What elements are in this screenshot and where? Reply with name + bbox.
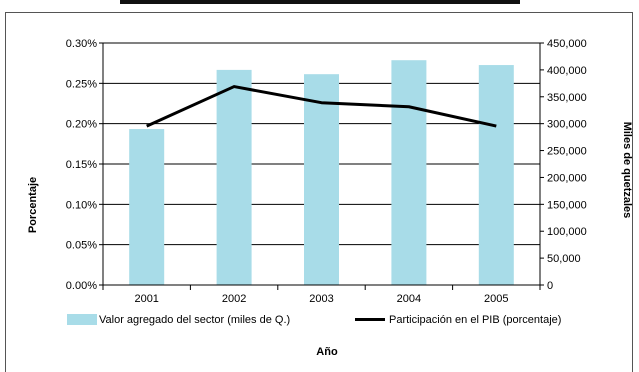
x-tick-label: 2003 <box>309 293 333 305</box>
line-series <box>146 85 497 128</box>
bar <box>304 74 339 286</box>
x-tick-label: 2004 <box>397 293 421 305</box>
axes <box>99 42 544 290</box>
y-right-tick-label: 200,000 <box>547 172 587 184</box>
y-left-tick-label: 0.00% <box>66 280 97 292</box>
bar <box>129 129 165 285</box>
legend: Valor agregado del sector (miles de Q.) … <box>67 314 561 326</box>
bar <box>391 60 427 285</box>
y-axis-right-title: Miles de quetzales <box>621 122 633 219</box>
title-fragment <box>120 0 520 4</box>
y-right-tick-label: 450,000 <box>547 38 587 50</box>
y-left-tick-label: 0.10% <box>66 199 97 211</box>
y-left-tick-label: 0.25% <box>66 78 97 90</box>
y-right-tick-label: 250,000 <box>547 146 587 158</box>
y-right-tick-label: 350,000 <box>547 92 587 104</box>
y-right-tick-label: 300,000 <box>547 119 587 131</box>
y-left-tick-label: 0.15% <box>66 159 97 171</box>
x-tick-label: 2005 <box>484 293 508 305</box>
legend-swatch-bar <box>67 314 97 325</box>
y-right-tick-label: 100,000 <box>547 226 587 238</box>
y-right-tick-label: 400,000 <box>547 65 587 77</box>
series-line <box>146 85 497 128</box>
bar <box>216 69 252 285</box>
y-left-tick-label: 0.20% <box>66 119 97 131</box>
y-left-tick-label: 0.05% <box>66 240 97 252</box>
bar-series <box>129 60 514 286</box>
y-axis-left-title: Porcentaje <box>27 177 39 233</box>
y-left-tick-label: 0.30% <box>66 38 97 50</box>
bar <box>478 65 514 285</box>
legend-label-line: Participación en el PIB (porcentaje) <box>389 314 561 326</box>
x-axis-title: Año <box>316 346 338 358</box>
tick-labels: 0.00% 0.05% 0.10% 0.15% 0.20% 0.25% 0.30% 0 50,0… <box>66 38 587 305</box>
y-right-tick-label: 0 <box>547 280 553 292</box>
legend-label-bar: Valor agregado del sector (miles de Q.) <box>99 314 290 326</box>
y-right-tick-label: 50,000 <box>547 253 581 265</box>
y-right-tick-label: 150,000 <box>547 199 587 211</box>
x-tick-label: 2002 <box>222 293 246 305</box>
x-tick-label: 2001 <box>134 293 158 305</box>
